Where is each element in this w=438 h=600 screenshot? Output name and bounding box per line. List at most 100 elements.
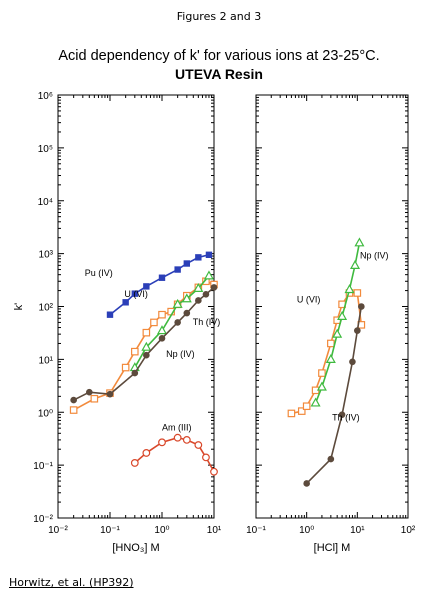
data-point [143, 351, 150, 359]
series-label: Np (IV) [166, 349, 195, 359]
series-line [73, 286, 215, 401]
data-point [303, 480, 310, 487]
data-point [174, 319, 181, 326]
x-tick-label: 10¹ [350, 525, 365, 536]
series-label: Th (IV) [193, 317, 221, 327]
data-point [325, 353, 336, 363]
data-point [86, 388, 93, 396]
data-point [337, 310, 348, 320]
data-point [106, 390, 114, 398]
x-tick-label: 10⁻² [48, 525, 68, 536]
y-tick-label: 10³ [39, 250, 54, 261]
series-line [291, 292, 363, 415]
data-point [131, 347, 139, 356]
data-point [210, 467, 218, 476]
data-point [156, 325, 168, 335]
data-point [344, 284, 355, 294]
footer-citation: Horwitz, et al. (HP392) [9, 576, 134, 589]
data-point [172, 298, 183, 308]
data-point [122, 299, 129, 306]
data-point [173, 433, 182, 442]
series-label: U (VI) [297, 294, 321, 304]
x-axis-label: [HNO₃] M [112, 542, 159, 554]
y-tick-label: 10⁰ [38, 408, 53, 419]
y-tick-label: 10⁶ [38, 91, 53, 102]
data-point [203, 270, 214, 280]
data-point [310, 397, 321, 407]
data-point [327, 455, 335, 463]
data-point [174, 266, 181, 273]
data-point [182, 435, 191, 444]
data-point [142, 328, 151, 337]
series-label: Th (IV) [332, 412, 360, 422]
data-point [183, 309, 191, 317]
data-point [69, 406, 78, 414]
y-tick-label: 10¹ [39, 355, 54, 366]
data-point [302, 402, 311, 411]
x-tick-label: 10⁰ [154, 525, 169, 536]
data-point [338, 411, 346, 418]
x-axis-label: [HCl] M [314, 542, 351, 554]
data-point [131, 369, 139, 377]
data-point [150, 318, 158, 327]
data-point [183, 260, 191, 267]
chart-area: 10⁻² 10⁻¹ 10⁰ 10¹ 10² 10³ 10⁴ 10⁵ 10⁶ 10⁻² 10⁻¹ 10⁰… [13, 91, 416, 554]
data-point [327, 339, 335, 348]
data-point [158, 274, 166, 281]
data-point [194, 441, 203, 449]
data-point [195, 297, 202, 304]
footer-text: Horwitz, et al. (HP392) [9, 576, 134, 589]
plot-frame [57, 94, 215, 519]
series-label: U (VI) [124, 289, 148, 299]
data-point [195, 254, 202, 261]
y-tick-label: 10⁻¹ [33, 461, 53, 472]
data-point [205, 251, 213, 259]
series-line [73, 280, 215, 411]
data-point [287, 409, 296, 418]
data-point [181, 293, 192, 303]
x-tick-label: 10⁻¹ [246, 525, 266, 536]
x-tick-label: 10⁰ [299, 525, 314, 536]
y-tick-label: 10⁻² [33, 514, 53, 525]
y-axis-label: k' [13, 303, 25, 311]
data-point [316, 381, 327, 391]
data-point [354, 237, 365, 247]
series-line [306, 306, 363, 485]
y-tick-label: 10⁵ [38, 144, 53, 155]
series-label: Am (III) [162, 423, 192, 433]
data-point [130, 459, 139, 467]
x-tick-label: 10² [401, 525, 416, 536]
series-line [314, 242, 361, 404]
data-point [349, 259, 361, 269]
data-point [158, 310, 166, 319]
data-point [202, 453, 210, 462]
data-point [106, 311, 114, 318]
x-tick-label: 10⁻¹ [100, 525, 120, 536]
data-point [332, 328, 343, 338]
data-point [141, 341, 152, 351]
x-tick-label: 10¹ [207, 525, 222, 536]
data-point [158, 335, 166, 342]
chart-title: Acid dependency of k' for various ions a… [58, 48, 380, 64]
data-point [158, 438, 166, 447]
data-point [70, 396, 77, 404]
data-point [353, 289, 362, 297]
data-point [193, 282, 204, 292]
data-point [318, 369, 326, 377]
data-point [210, 284, 218, 291]
data-point [131, 290, 139, 297]
data-point [202, 291, 210, 298]
series-label: Np (IV) [360, 251, 389, 261]
data-point [358, 303, 365, 310]
chart-subtitle: UTEVA Resin [175, 66, 263, 82]
y-tick-label: 10² [39, 303, 54, 314]
data-point [354, 327, 361, 334]
y-tick-label: 10⁴ [38, 197, 53, 208]
data-point [349, 358, 356, 366]
data-point [297, 407, 306, 415]
data-point [90, 394, 99, 403]
series-label: Pu (IV) [85, 268, 113, 278]
data-point [143, 283, 150, 290]
data-point [142, 449, 151, 457]
figure-label: Figures 2 and 3 [176, 10, 262, 23]
